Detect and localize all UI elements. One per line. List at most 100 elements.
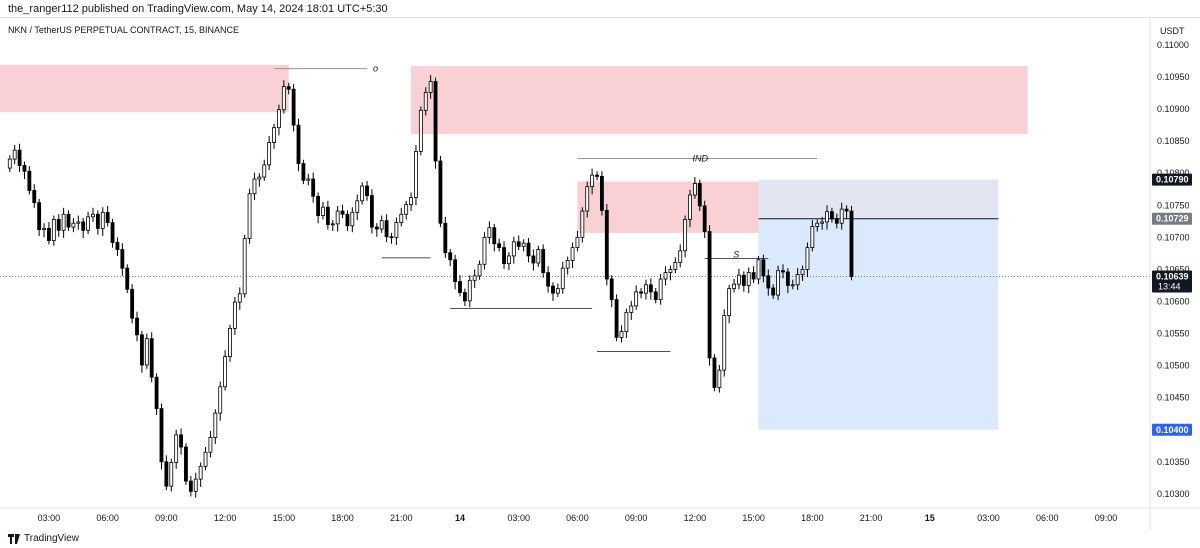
candle[interactable] — [389, 232, 394, 244]
candle[interactable] — [203, 447, 208, 471]
candle[interactable] — [722, 309, 727, 377]
candle[interactable] — [262, 159, 267, 181]
candle[interactable] — [135, 311, 139, 342]
candle[interactable] — [800, 265, 805, 281]
candle[interactable] — [228, 324, 232, 362]
candle[interactable] — [727, 284, 732, 324]
candle[interactable] — [634, 285, 639, 310]
candle[interactable] — [257, 173, 262, 187]
candle[interactable] — [551, 282, 555, 301]
candle[interactable] — [737, 268, 741, 290]
candle[interactable] — [453, 254, 458, 290]
candle[interactable] — [653, 288, 658, 304]
candle[interactable] — [404, 200, 409, 220]
candle[interactable] — [27, 166, 32, 195]
candle[interactable] — [379, 215, 384, 233]
candle[interactable] — [325, 200, 330, 230]
candle[interactable] — [232, 296, 237, 335]
candle[interactable] — [668, 265, 673, 281]
candle[interactable] — [629, 300, 634, 321]
candle[interactable] — [321, 202, 325, 220]
candle[interactable] — [409, 192, 413, 212]
candle[interactable] — [223, 350, 228, 391]
candle[interactable] — [815, 219, 820, 232]
candle[interactable] — [286, 82, 291, 95]
candle[interactable] — [139, 330, 144, 373]
candle[interactable] — [790, 279, 795, 290]
candle[interactable] — [130, 284, 135, 324]
candle[interactable] — [702, 200, 707, 238]
candle[interactable] — [51, 215, 56, 246]
candle[interactable] — [125, 264, 130, 294]
candle[interactable] — [688, 189, 692, 228]
candle[interactable] — [355, 194, 360, 221]
candle[interactable] — [575, 230, 580, 252]
candle[interactable] — [272, 123, 276, 149]
candle[interactable] — [345, 210, 350, 231]
candle[interactable] — [291, 84, 296, 132]
candle[interactable] — [458, 275, 462, 297]
candle[interactable] — [184, 443, 188, 485]
candle[interactable] — [365, 180, 369, 201]
candle[interactable] — [443, 216, 448, 258]
candle[interactable] — [174, 429, 179, 469]
candle[interactable] — [374, 223, 379, 237]
supply-zone-1[interactable] — [0, 64, 289, 113]
candle[interactable] — [560, 261, 565, 294]
candle[interactable] — [399, 207, 404, 227]
candle[interactable] — [433, 77, 438, 169]
entry-price-badge[interactable]: 0.10729 — [1152, 212, 1192, 225]
candle[interactable] — [91, 207, 95, 222]
supply-zone-2[interactable] — [411, 66, 1028, 135]
chart-area[interactable]: o IND S USDT 0.10300 0.10350 0.10400 0.10450 0.… — [0, 18, 1200, 530]
candle[interactable] — [849, 205, 854, 281]
candle[interactable] — [663, 266, 668, 286]
candle[interactable] — [159, 403, 164, 470]
candle[interactable] — [462, 288, 467, 306]
candle[interactable] — [619, 325, 624, 343]
supply-zone-3[interactable] — [577, 181, 759, 233]
candle[interactable] — [438, 155, 443, 228]
candle[interactable] — [516, 235, 521, 251]
candle[interactable] — [115, 237, 120, 256]
candle[interactable] — [414, 144, 418, 206]
candle[interactable] — [829, 207, 834, 223]
candle[interactable] — [565, 256, 570, 275]
candle[interactable] — [766, 269, 771, 296]
candle[interactable] — [781, 264, 785, 279]
candle[interactable] — [17, 143, 22, 172]
candle[interactable] — [277, 104, 281, 136]
candle[interactable] — [541, 244, 546, 278]
candle[interactable] — [316, 192, 321, 224]
long-position-target-zone[interactable] — [758, 218, 999, 430]
candle[interactable] — [335, 205, 340, 232]
candle[interactable] — [237, 287, 242, 310]
candle[interactable] — [12, 144, 17, 165]
candle[interactable] — [648, 278, 653, 300]
candle[interactable] — [350, 207, 355, 233]
candle[interactable] — [604, 203, 609, 286]
candle[interactable] — [360, 182, 365, 205]
candle[interactable] — [208, 431, 213, 458]
candle[interactable] — [717, 364, 722, 393]
candle[interactable] — [76, 215, 81, 230]
candle[interactable] — [467, 275, 472, 308]
candle[interactable] — [482, 232, 487, 270]
candle[interactable] — [732, 279, 736, 293]
candle[interactable] — [340, 204, 345, 219]
candle[interactable] — [825, 205, 829, 230]
candle[interactable] — [394, 217, 399, 246]
candle[interactable] — [555, 283, 560, 297]
candle[interactable] — [756, 255, 761, 285]
candle[interactable] — [306, 173, 311, 186]
candle[interactable] — [590, 168, 595, 195]
candle[interactable] — [511, 236, 516, 264]
candle[interactable] — [7, 155, 12, 172]
candle[interactable] — [678, 244, 683, 268]
candle[interactable] — [683, 215, 688, 258]
candle[interactable] — [761, 254, 766, 283]
candle[interactable] — [301, 159, 306, 185]
candle[interactable] — [521, 239, 526, 252]
candle[interactable] — [100, 207, 105, 237]
